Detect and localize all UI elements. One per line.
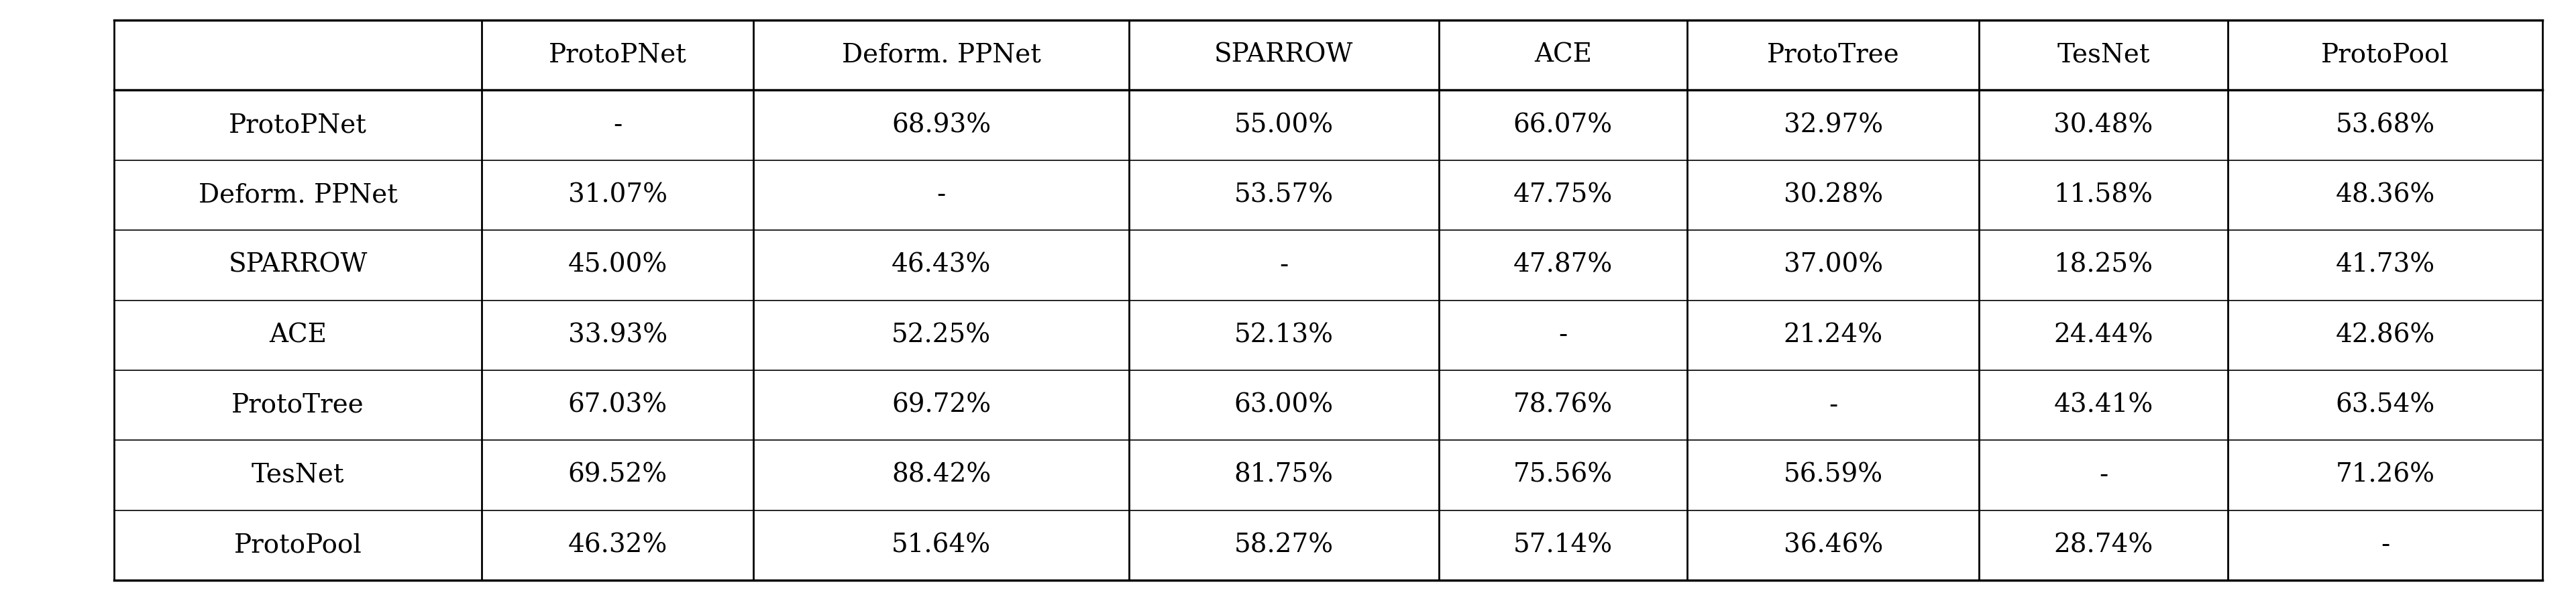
Text: 33.93%: 33.93% — [569, 323, 667, 347]
Text: ProtoPNet: ProtoPNet — [229, 113, 366, 138]
Text: 81.75%: 81.75% — [1234, 463, 1334, 488]
Text: 63.54%: 63.54% — [2336, 393, 2434, 418]
Text: 30.48%: 30.48% — [2053, 113, 2154, 138]
Text: 48.36%: 48.36% — [2336, 183, 2434, 208]
Text: 24.44%: 24.44% — [2053, 323, 2154, 347]
Text: 18.25%: 18.25% — [2053, 253, 2154, 277]
Text: 67.03%: 67.03% — [569, 393, 667, 418]
Text: 36.46%: 36.46% — [1783, 533, 1883, 558]
Text: 31.07%: 31.07% — [569, 183, 667, 208]
Text: 47.75%: 47.75% — [1512, 183, 1613, 208]
Text: TesNet: TesNet — [2058, 43, 2151, 68]
Text: 56.59%: 56.59% — [1783, 463, 1883, 488]
Text: 57.14%: 57.14% — [1512, 533, 1613, 558]
Text: SPARROW: SPARROW — [1213, 43, 1352, 68]
Text: -: - — [938, 183, 945, 208]
Text: Deform. PPNet: Deform. PPNet — [842, 43, 1041, 68]
Text: ACE: ACE — [1535, 43, 1592, 68]
Text: 55.00%: 55.00% — [1234, 113, 1334, 138]
Text: 11.58%: 11.58% — [2053, 183, 2154, 208]
Text: -: - — [2380, 533, 2391, 558]
Text: 30.28%: 30.28% — [1783, 183, 1883, 208]
Text: -: - — [1280, 253, 1288, 277]
Text: -: - — [1558, 323, 1566, 347]
Text: 69.72%: 69.72% — [891, 393, 992, 418]
Text: 46.32%: 46.32% — [569, 533, 667, 558]
Text: ProtoTree: ProtoTree — [1767, 43, 1899, 68]
Text: 69.52%: 69.52% — [569, 463, 667, 488]
Text: 53.57%: 53.57% — [1234, 183, 1334, 208]
Text: ProtoPNet: ProtoPNet — [549, 43, 688, 68]
Text: 88.42%: 88.42% — [891, 463, 992, 488]
Text: 42.86%: 42.86% — [2336, 323, 2434, 347]
Text: 45.00%: 45.00% — [569, 253, 667, 277]
Text: 21.24%: 21.24% — [1783, 323, 1883, 347]
Text: -: - — [1829, 393, 1837, 418]
Text: SPARROW: SPARROW — [229, 253, 368, 277]
Text: 52.13%: 52.13% — [1234, 323, 1334, 347]
Text: ACE: ACE — [268, 323, 327, 347]
Text: ProtoPool: ProtoPool — [234, 533, 363, 558]
Text: TesNet: TesNet — [252, 463, 345, 488]
Text: 43.41%: 43.41% — [2053, 393, 2154, 418]
Text: ProtoPool: ProtoPool — [2321, 43, 2450, 68]
Text: 71.26%: 71.26% — [2336, 463, 2434, 488]
Text: 78.76%: 78.76% — [1512, 393, 1613, 418]
Text: 47.87%: 47.87% — [1512, 253, 1613, 277]
Text: -: - — [613, 113, 623, 138]
Text: -: - — [2099, 463, 2107, 488]
Text: 32.97%: 32.97% — [1783, 113, 1883, 138]
Text: 68.93%: 68.93% — [891, 113, 992, 138]
Text: 46.43%: 46.43% — [891, 253, 992, 277]
Text: 28.74%: 28.74% — [2053, 533, 2154, 558]
Text: 75.56%: 75.56% — [1512, 463, 1613, 488]
Text: 58.27%: 58.27% — [1234, 533, 1334, 558]
Text: ProtoTree: ProtoTree — [232, 393, 363, 418]
Text: 51.64%: 51.64% — [891, 533, 992, 558]
Text: 52.25%: 52.25% — [891, 323, 992, 347]
Text: 63.00%: 63.00% — [1234, 393, 1334, 418]
Text: 37.00%: 37.00% — [1783, 253, 1883, 277]
Text: 41.73%: 41.73% — [2336, 253, 2434, 277]
Text: 53.68%: 53.68% — [2336, 113, 2434, 138]
Text: Deform. PPNet: Deform. PPNet — [198, 183, 397, 208]
Text: 66.07%: 66.07% — [1512, 113, 1613, 138]
